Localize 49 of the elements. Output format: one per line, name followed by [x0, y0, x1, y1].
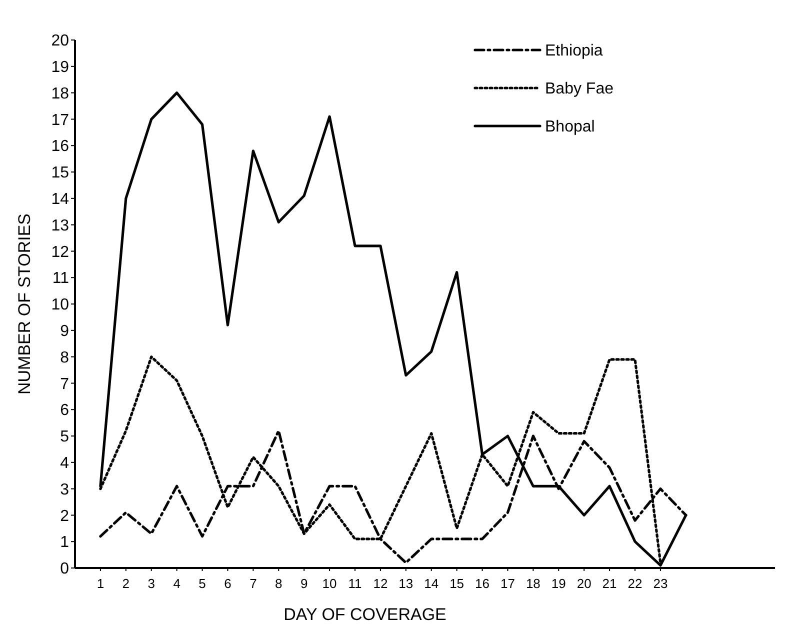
legend-label: Bhopal [545, 118, 595, 136]
x-axis-title: DAY OF COVERAGE [284, 605, 446, 624]
x-tick-label: 7 [250, 576, 257, 591]
y-tick-label: 20 [51, 32, 70, 50]
x-tick-label: 18 [526, 576, 540, 591]
y-tick-label: 14 [51, 191, 70, 208]
x-tick-label: 11 [348, 576, 362, 591]
y-tick-label: 10 [51, 296, 70, 314]
x-tick-label: 5 [198, 576, 206, 591]
x-tick-label: 17 [500, 576, 515, 591]
x-tick-label: 8 [275, 576, 282, 591]
y-tick-label: 6 [60, 402, 70, 420]
y-tick-label: 12 [51, 244, 70, 261]
x-tick-label: 23 [653, 576, 668, 591]
y-tick-label: 2 [60, 508, 70, 525]
y-tick-label: 16 [51, 138, 70, 156]
y-tick-label: 17 [51, 112, 70, 129]
y-tick-label: 1 [60, 534, 70, 552]
y-tick-label: 15 [51, 164, 70, 182]
x-tick-label: 22 [628, 576, 642, 591]
x-tick-label: 14 [424, 576, 439, 591]
x-tick-label: 19 [551, 576, 566, 591]
y-tick-label: 8 [60, 349, 70, 366]
x-tick-label: 12 [373, 576, 388, 591]
y-tick-label: 4 [60, 455, 70, 472]
y-tick-label: 7 [60, 376, 70, 393]
y-tick-label: 11 [52, 270, 70, 288]
x-tick-label: 20 [576, 576, 592, 591]
x-tick-label: 1 [96, 576, 104, 591]
y-tick-label: 13 [51, 217, 70, 234]
legend-label: Baby Fae [545, 80, 614, 98]
y-tick-label: 19 [51, 59, 70, 76]
x-tick-label: 13 [398, 576, 414, 591]
x-tick-label: 16 [475, 576, 490, 591]
y-tick-label: 9 [60, 323, 70, 340]
y-tick-label: 18 [51, 85, 70, 102]
x-tick-label: 2 [122, 576, 130, 591]
x-tick-label: 3 [148, 576, 155, 591]
y-tick-label: 5 [60, 428, 70, 446]
y-tick-label: 3 [60, 481, 70, 498]
y-tick-label: 0 [60, 560, 70, 578]
x-tick-label: 21 [602, 576, 617, 591]
x-tick-label: 15 [450, 576, 464, 591]
legend-label: Ethiopia [545, 42, 603, 60]
y-axis-title: NUMBER OF STORIES [15, 213, 34, 395]
x-tick-label: 6 [224, 576, 232, 591]
x-tick-label: 9 [300, 576, 308, 591]
x-tick-label: 10 [322, 576, 337, 591]
x-tick-label: 4 [173, 576, 180, 591]
